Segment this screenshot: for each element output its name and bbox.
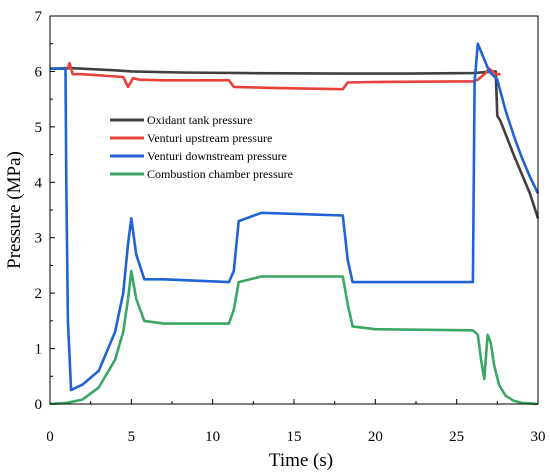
series-line-4 <box>49 269 539 406</box>
x-tick-label: 25 <box>449 429 464 445</box>
x-tick-label: 0 <box>46 429 54 445</box>
series-line-1 <box>49 66 540 219</box>
x-tick-label: 20 <box>368 429 383 445</box>
x-tick-label: 15 <box>287 429 302 445</box>
legend-label-1: Oxidant tank pressure <box>147 113 252 127</box>
series-line-3 <box>50 42 540 392</box>
x-tick-label: 10 <box>205 429 220 445</box>
legend-label-3: Venturi downstream pressure <box>147 149 287 163</box>
y-axis-title: Pressure (MPa) <box>4 151 25 269</box>
legend-label-2: Venturi upstream pressure <box>147 131 272 145</box>
y-tick-label: 6 <box>35 64 43 80</box>
y-tick-label: 0 <box>35 397 43 413</box>
y-tick-label: 3 <box>35 231 43 247</box>
y-tick-label: 2 <box>35 286 43 302</box>
x-tick-label: 5 <box>128 429 136 445</box>
y-tick-label: 5 <box>35 120 43 136</box>
legend-label-4: Combustion chamber pressure <box>147 167 293 181</box>
x-tick-label: 30 <box>531 429 546 445</box>
series-line-2 <box>50 61 501 91</box>
y-tick-label: 1 <box>35 342 43 358</box>
y-tick-label: 7 <box>35 9 43 25</box>
x-axis-title: Time (s) <box>269 450 333 471</box>
y-tick-label: 4 <box>35 175 43 191</box>
